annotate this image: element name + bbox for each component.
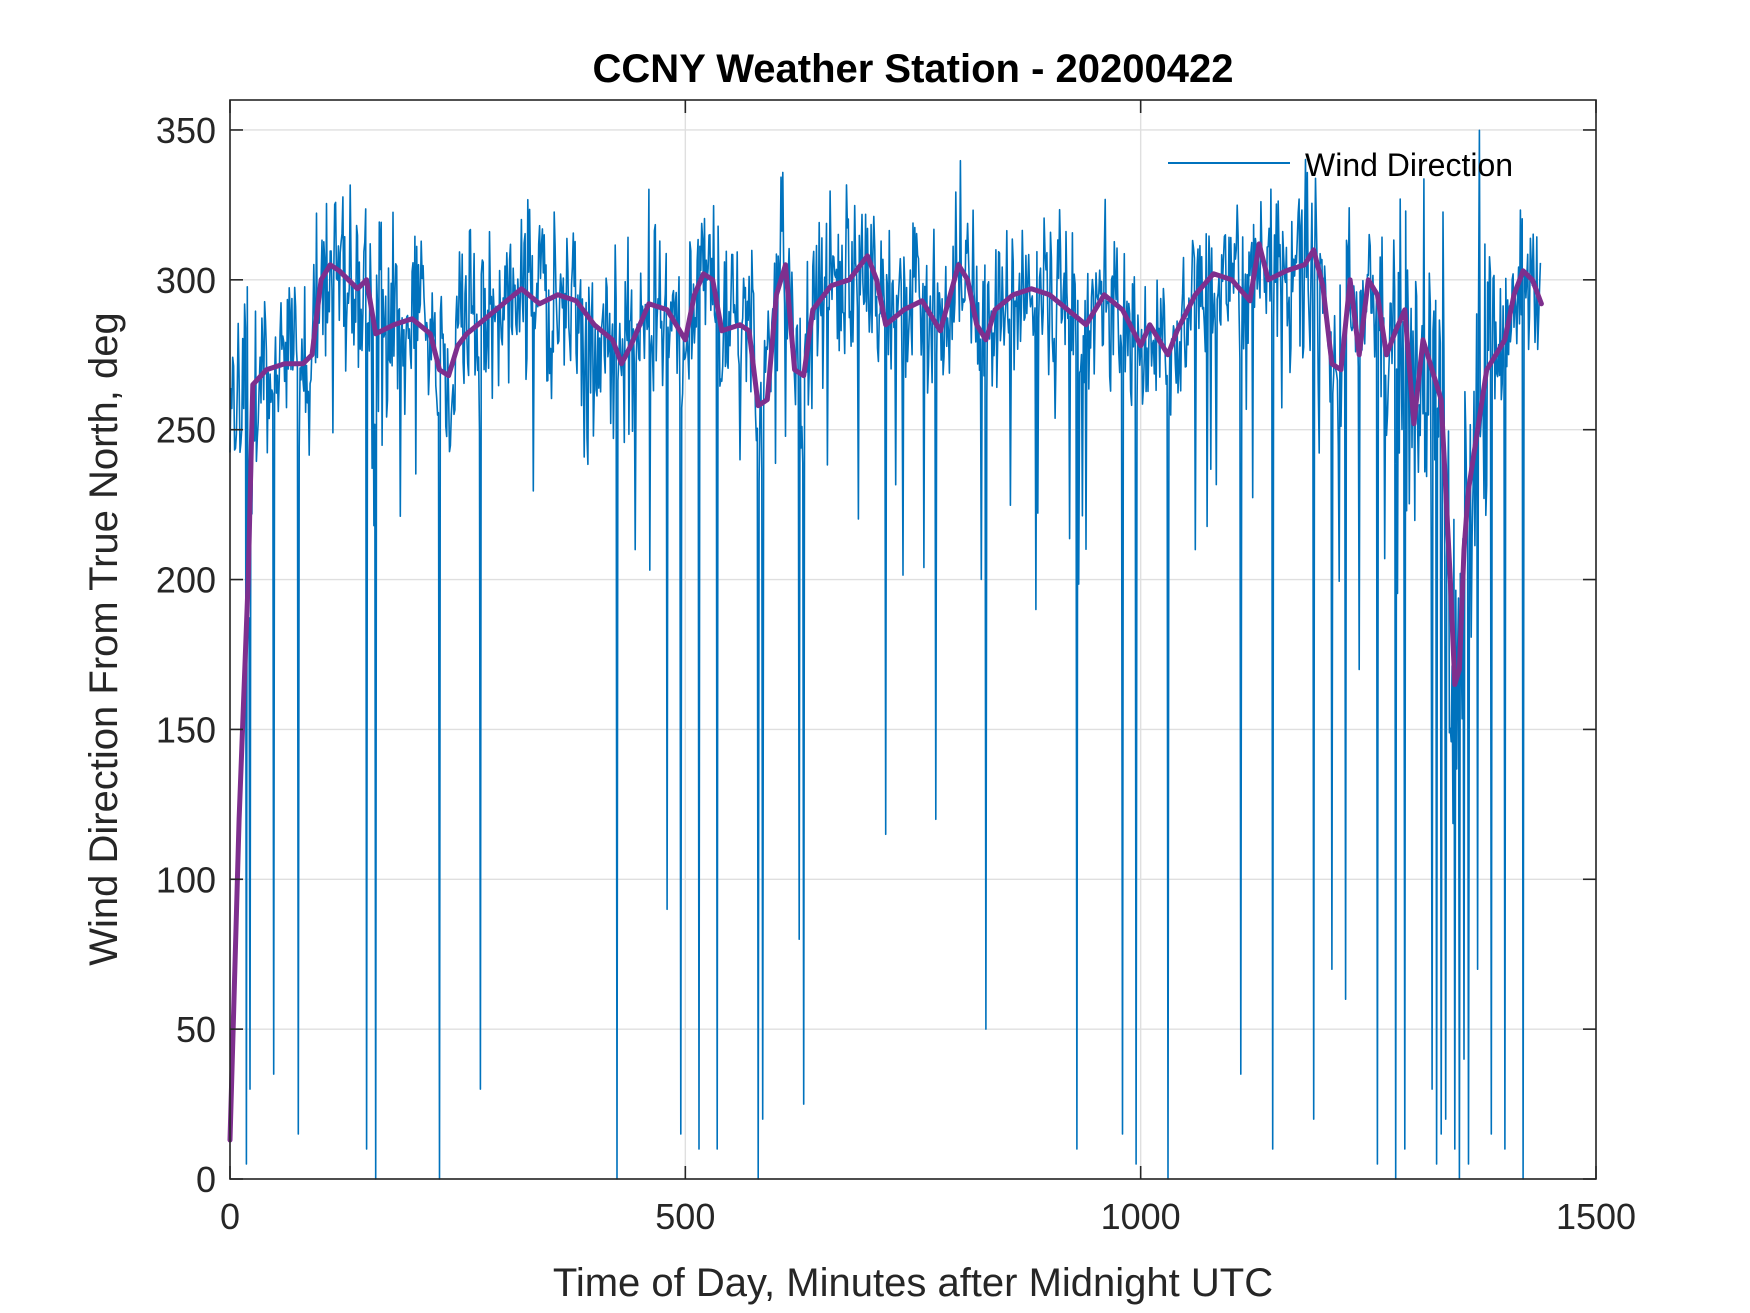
y-tick-label: 300 [156, 260, 216, 301]
chart-title: CCNY Weather Station - 20200422 [593, 47, 1234, 91]
ticks: 0 500 1000 1500 0 50 100 150 200 250 300 350 [156, 100, 1636, 1237]
plot-box [229, 99, 1597, 1180]
legend: Wind Direction [1168, 147, 1513, 183]
x-tick-label: 500 [655, 1196, 715, 1237]
y-tick-label: 150 [156, 709, 216, 750]
y-axis-label: Wind Direction From True North, deg [82, 312, 126, 966]
running-mean-series-line [227, 241, 1544, 1143]
y-tick-label: 350 [156, 110, 216, 151]
y-tick-label: 200 [156, 560, 216, 601]
y-tick-label: 50 [176, 1009, 216, 1050]
y-tick-label: 0 [196, 1159, 216, 1200]
wind-direction-series-line [229, 129, 1542, 1180]
series-layer [227, 129, 1544, 1180]
x-tick-label: 1000 [1101, 1196, 1181, 1237]
x-axis-label: Time of Day, Minutes after Midnight UTC [553, 1261, 1273, 1305]
y-tick-label: 250 [156, 410, 216, 451]
x-tick-label: 0 [220, 1196, 240, 1237]
x-tick-label: 1500 [1556, 1196, 1636, 1237]
legend-label: Wind Direction [1305, 147, 1513, 183]
y-tick-label: 100 [156, 859, 216, 900]
